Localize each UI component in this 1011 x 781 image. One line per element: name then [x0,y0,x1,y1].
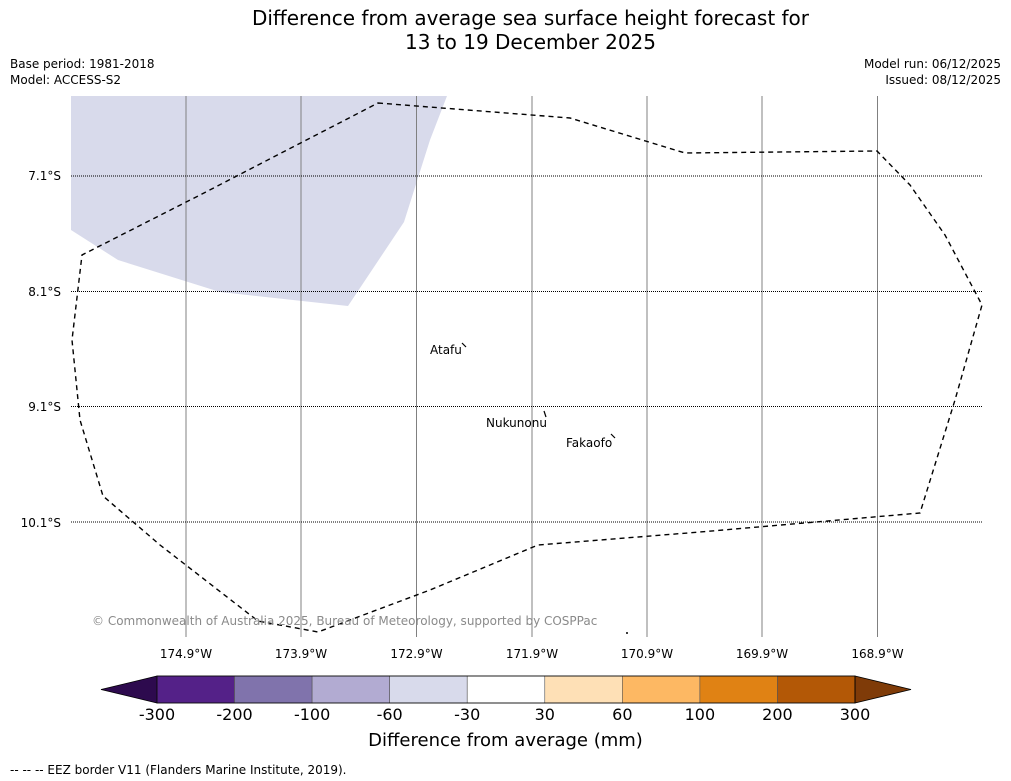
base-period: Base period: 1981-2018 [10,57,155,71]
colorbar: -300 -200 -100 -60 -30 30 60 100 200 300 [100,675,912,724]
colorbar-tick-label: 100 [685,705,716,724]
lon-label: 169.9°W [736,647,788,661]
issued-date: Issued: 08/12/2025 [885,73,1001,87]
lon-label: 170.9°W [621,647,673,661]
colorbar-outline [156,675,856,704]
colorbar-tick-label: 300 [840,705,871,724]
lat-label: 8.1°S [28,285,61,299]
colorbar-segment [699,675,778,704]
colorbar-segment [777,675,856,704]
colorbar-segment [622,675,701,704]
meta-left: Base period: 1981-2018 Model: ACCESS-S2 [10,56,155,88]
nukunonu-label: Nukunonu [486,416,547,430]
copyright-notice: © Commonwealth of Australia 2025, Bureau… [92,614,598,628]
lat-label: 10.1°S [21,516,61,530]
lon-label: 168.9°W [851,647,903,661]
colorbar-segment [544,675,623,704]
colorbar-tick-label: 30 [535,705,555,724]
nukunonu-island-shape [543,410,547,418]
lat-label: 9.1°S [28,400,61,414]
meta-right: Model run: 06/12/2025 Issued: 08/12/2025 [864,56,1001,88]
atafu-island-shape [461,342,467,348]
lon-label: 174.9°W [160,647,212,661]
colorbar-tick-label: -100 [294,705,330,724]
lon-label: 173.9°W [275,647,327,661]
fakaofo-label: Fakaofo [566,436,612,450]
colorbar-tick-label: 60 [612,705,632,724]
colorbar-segment [389,675,468,704]
colorbar-title: Difference from average (mm) [368,730,643,751]
colorbar-tick-label: -60 [377,705,403,724]
fakaofo-island-shape [610,433,616,439]
title-line-1: Difference from average sea surface heig… [251,6,810,30]
model-run: Model run: 06/12/2025 [863,57,1001,71]
lon-label: 172.9°W [390,647,442,661]
small-island-dot [626,632,628,634]
colorbar-segment [311,675,390,704]
eez-footnote: -- -- -- EEZ border V11 (Flanders Marine… [10,763,347,777]
anomaly-region-neg30-neg60 [71,96,447,306]
colorbar-segment [156,675,235,704]
colorbar-segment [466,675,546,704]
map-title: Difference from average sea surface heig… [0,6,1011,54]
colorbar-extend-high [854,675,912,704]
atafu-label: Atafu [430,343,462,357]
title-line-2: 13 to 19 December 2025 [404,30,656,54]
colorbar-extend-low [100,675,158,704]
colorbar-tick-label: -200 [216,705,252,724]
lat-label: 7.1°S [28,169,61,183]
colorbar-tick-label: -300 [139,705,175,724]
colorbar-tick-label: 200 [762,705,793,724]
model-name: Model: ACCESS-S2 [10,73,122,87]
colorbar-segment [234,675,313,704]
colorbar-tick-label: -30 [454,705,480,724]
lon-label: 171.9°W [506,647,558,661]
